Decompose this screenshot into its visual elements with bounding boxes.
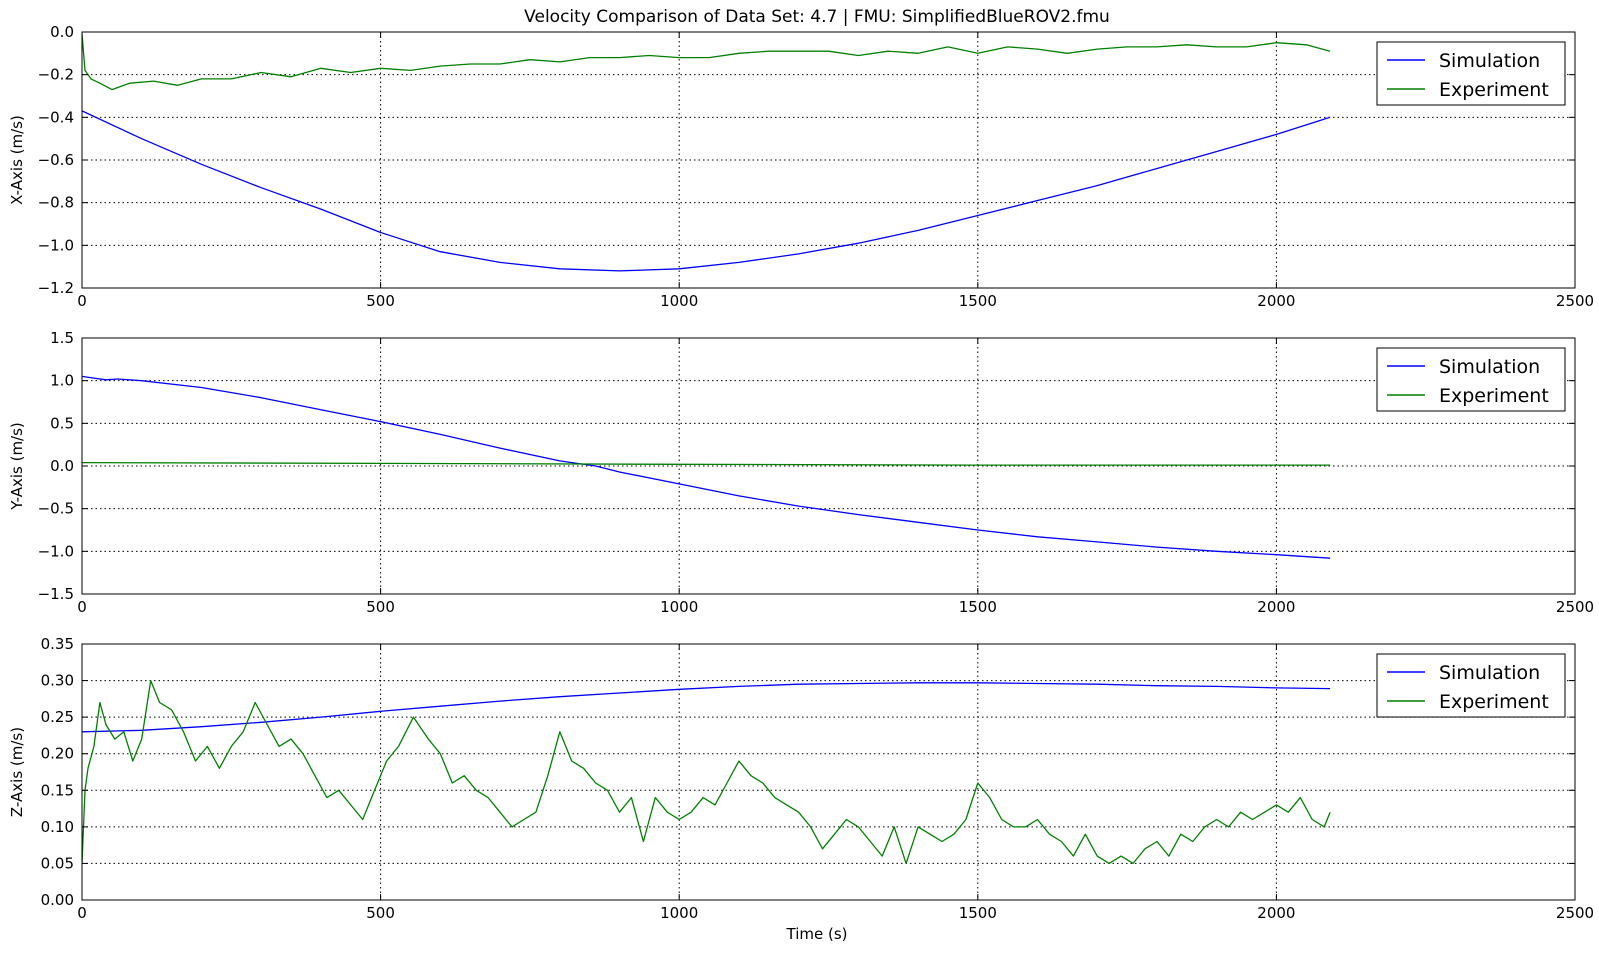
- x-tick-label: 2000: [1257, 292, 1295, 310]
- y-tick-label: 1.0: [50, 372, 74, 390]
- subplot-1: 0 500 1000 1500 2000 2500 −1.2 −1.0 −0.8 −0.6 −0.4…: [8, 23, 1594, 310]
- y-axis-label: X-Axis (m/s): [8, 115, 26, 205]
- x-tick-label: 500: [366, 598, 395, 616]
- y-tick-label: −0.6: [38, 151, 74, 169]
- x-tick-label: 500: [366, 904, 395, 922]
- legend-label-simulation: Simulation: [1439, 50, 1540, 72]
- series-line-experiment: [82, 679, 1331, 865]
- x-tick-label: 2500: [1556, 904, 1594, 922]
- x-tick-label: 2000: [1257, 598, 1295, 616]
- x-axis-label: Time (s): [786, 925, 848, 943]
- y-tick-label: 0.35: [41, 635, 74, 653]
- subplot-3: 0 500 1000 1500 2000 2500 0.00 0.05 0.10 0.15 0.20…: [8, 635, 1594, 922]
- series-line-simulation: [82, 110, 1331, 272]
- x-tick-label: 2000: [1257, 904, 1295, 922]
- legend: Simulation Experiment: [1376, 653, 1566, 718]
- y-tick-label: 1.5: [50, 329, 74, 347]
- x-tick-label: 0: [77, 292, 87, 310]
- y-tick-label: 0.0: [50, 23, 74, 41]
- y-tick-label: −1.5: [38, 585, 74, 603]
- legend-box: [1376, 41, 1566, 106]
- subplot-2: 0 500 1000 1500 2000 2500 −1.5 −1.0 −0.5 0.0 0.5 1.…: [8, 329, 1594, 616]
- y-tick-label: 0.30: [41, 672, 74, 690]
- legend-label-experiment: Experiment: [1439, 79, 1549, 101]
- y-tick-label: −0.5: [38, 500, 74, 518]
- y-tick-label: −0.4: [38, 108, 74, 126]
- legend-label-simulation: Simulation: [1439, 356, 1540, 378]
- x-tick-label: 1500: [959, 598, 997, 616]
- legend-label-experiment: Experiment: [1439, 385, 1549, 407]
- x-tick-label: 2500: [1556, 292, 1594, 310]
- y-axis-label: Y-Axis (m/s): [8, 422, 26, 511]
- x-tick-label: 0: [77, 598, 87, 616]
- axes-frame: [81, 643, 1576, 901]
- x-tick-label: 500: [366, 292, 395, 310]
- series-line-experiment: [82, 461, 1331, 466]
- y-tick-label: 0.05: [41, 854, 74, 872]
- y-tick-label: −0.8: [38, 194, 74, 212]
- subplot-panels: 0 500 1000 1500 2000 2500 −1.2 −1.0 −0.8 −0.6 −0.4…: [8, 23, 1594, 922]
- plot-area: [82, 644, 1575, 900]
- legend-label-experiment: Experiment: [1439, 691, 1549, 713]
- legend-box: [1376, 347, 1566, 412]
- series-line-simulation: [82, 375, 1331, 559]
- x-tick-label: 1000: [660, 292, 698, 310]
- y-axis-label: Z-Axis (m/s): [8, 727, 26, 817]
- x-tick-label: 0: [77, 904, 87, 922]
- legend-label-simulation: Simulation: [1439, 662, 1540, 684]
- legend-box: [1376, 653, 1566, 718]
- x-tick-label: 2500: [1556, 598, 1594, 616]
- x-tick-label: 1000: [660, 904, 698, 922]
- series-line-experiment: [82, 34, 1331, 91]
- legend: Simulation Experiment: [1376, 41, 1566, 106]
- y-tick-label: 0.15: [41, 781, 74, 799]
- y-tick-label: 0.10: [41, 818, 74, 836]
- y-tick-label: −1.2: [38, 279, 74, 297]
- figure-title: Velocity Comparison of Data Set: 4.7 | F…: [524, 7, 1110, 27]
- x-tick-label: 1500: [959, 904, 997, 922]
- series-line-simulation: [82, 682, 1331, 733]
- legend: Simulation Experiment: [1376, 347, 1566, 412]
- x-tick-label: 1500: [959, 292, 997, 310]
- y-tick-label: 0.5: [50, 414, 74, 432]
- y-tick-label: 0.20: [41, 745, 74, 763]
- y-tick-label: −0.2: [38, 66, 74, 84]
- y-tick-label: −1.0: [38, 542, 74, 560]
- y-tick-label: 0.25: [41, 708, 74, 726]
- y-tick-label: −1.0: [38, 236, 74, 254]
- y-tick-label: 0.00: [41, 891, 74, 909]
- x-tick-label: 1000: [660, 598, 698, 616]
- y-tick-label: 0.0: [50, 457, 74, 475]
